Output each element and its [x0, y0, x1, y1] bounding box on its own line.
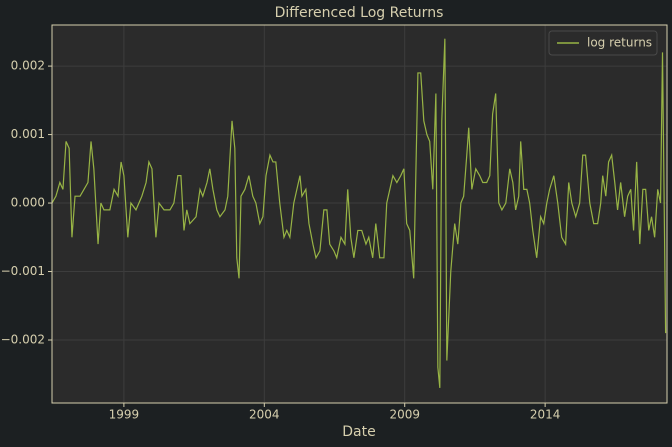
chart-title: Differenced Log Returns	[275, 5, 444, 21]
legend-label: log returns	[587, 36, 652, 50]
x-tick-label: 2009	[389, 408, 420, 422]
y-tick-label: −0.002	[1, 333, 45, 347]
plot-frame	[51, 24, 668, 404]
data-line	[51, 38, 667, 388]
y-tick-label: 0.001	[11, 127, 45, 141]
y-tick-label: 0.002	[11, 59, 45, 73]
x-tick-label: 1999	[109, 408, 140, 422]
x-axis-label: Date	[342, 424, 375, 440]
legend-box	[548, 30, 658, 56]
y-tick-label: −0.001	[1, 264, 45, 278]
x-tick-label: 2004	[249, 408, 280, 422]
x-tick-label: 2014	[530, 408, 561, 422]
y-tick-label: 0.000	[11, 196, 45, 210]
